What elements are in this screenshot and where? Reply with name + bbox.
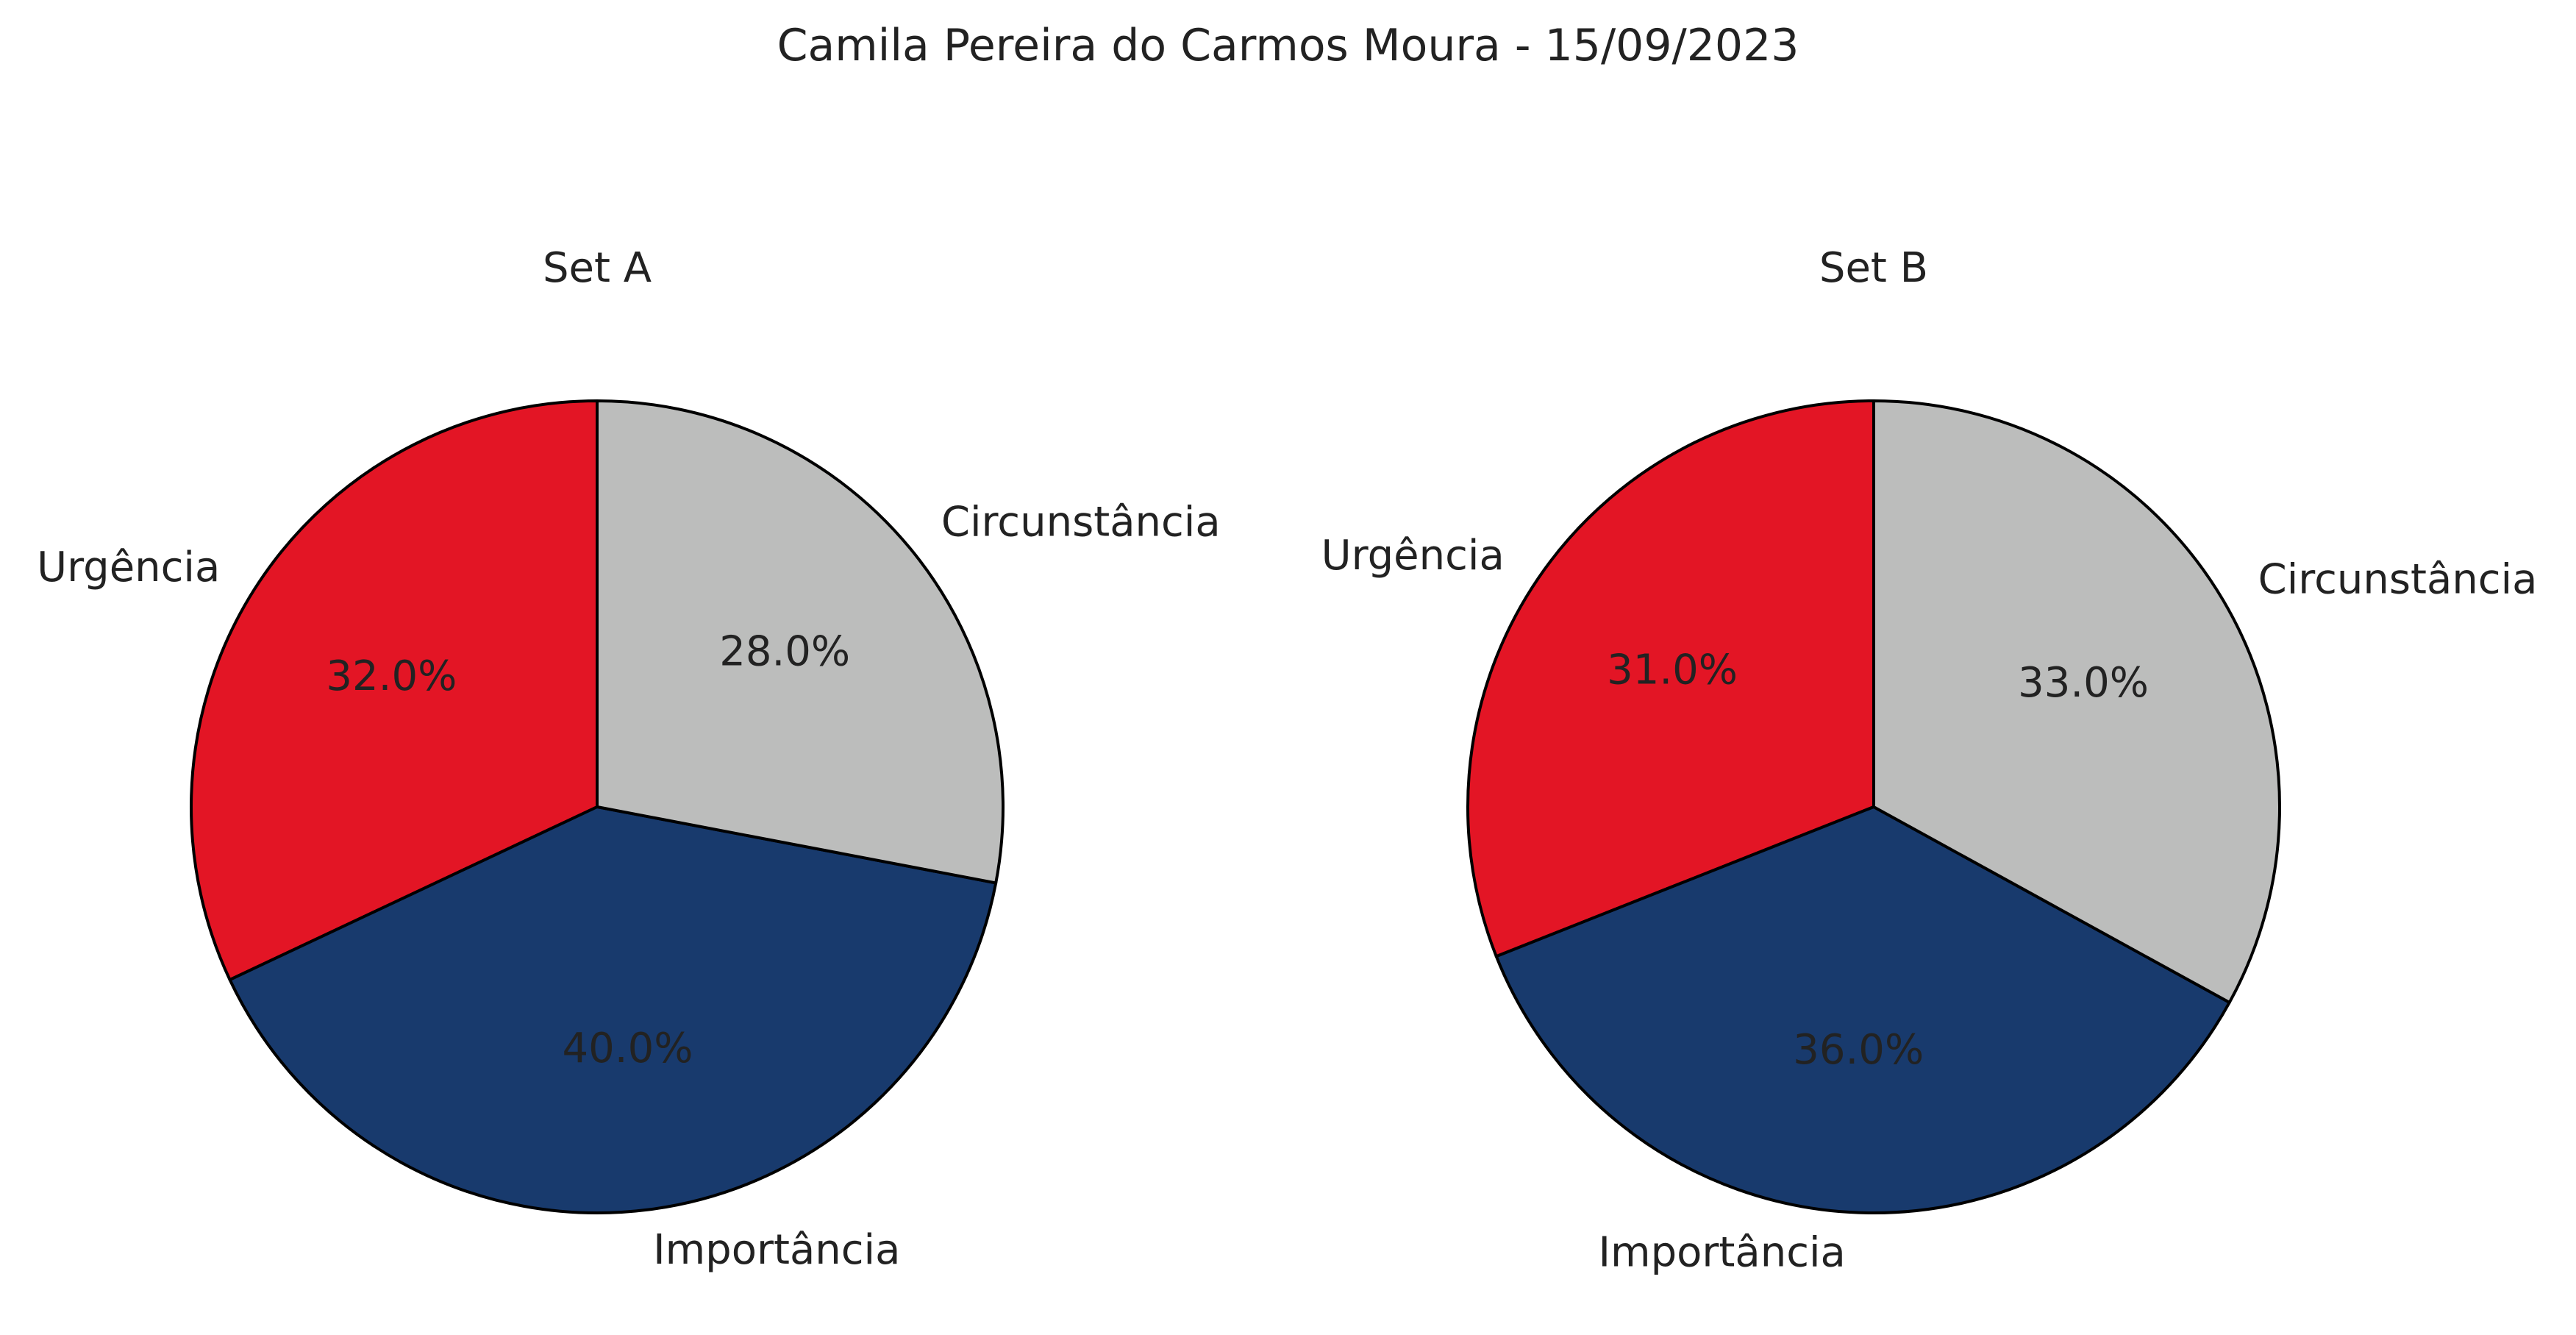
pie-set-b-title: Set B xyxy=(1819,244,1928,292)
pie-set-a-slice-circunstancia xyxy=(596,399,1005,885)
pie-set-a-label-urgencia: Urgência xyxy=(37,544,220,591)
pie-set-b-label-urgencia: Urgência xyxy=(1321,532,1505,580)
pie-set-a-slice-importancia xyxy=(228,805,998,1214)
pie-set-a-value-urgencia: 32.0% xyxy=(326,652,457,700)
pie-set-a-title: Set A xyxy=(543,244,652,292)
pie-set-b-slice-importancia xyxy=(1494,805,2231,1214)
pie-set-b-slice-urgencia xyxy=(1466,399,1875,958)
pie-set-a-slices xyxy=(190,399,1005,1214)
pie-set-a-labels: Urgência 32.0% Importância 40.0% Circunstânc… xyxy=(37,498,1221,1273)
pie-set-a-value-importancia: 40.0% xyxy=(563,1025,693,1072)
pie-set-b: Set B Urgência 31.0% Importância 36.0% Circu… xyxy=(1321,244,2538,1277)
pie-set-b-value-circunstancia: 33.0% xyxy=(2018,659,2149,707)
pie-set-b-slices xyxy=(1466,399,2281,1214)
pie-set-b-label-importancia: Importância xyxy=(1599,1229,1846,1277)
pie-set-a: Set A Urgência 32.0% Importância 40.0% Circu… xyxy=(37,244,1221,1274)
pie-set-b-value-importancia: 36.0% xyxy=(1793,1026,1924,1074)
pie-set-a-label-circunstancia: Circunstância xyxy=(941,498,1221,546)
pie-set-b-value-urgencia: 31.0% xyxy=(1607,646,1738,694)
figure-title: Camila Pereira do Carmos Moura - 15/09/2… xyxy=(777,20,1799,71)
pie-set-b-slice-circunstancia xyxy=(1872,399,2281,1004)
pie-set-b-labels: Urgência 31.0% Importância 36.0% Circunstânc… xyxy=(1321,532,2538,1276)
pie-set-a-value-circunstancia: 28.0% xyxy=(719,627,850,675)
pie-set-b-label-circunstancia: Circunstância xyxy=(2258,555,2538,603)
pie-set-a-slice-urgencia xyxy=(190,399,599,982)
pie-set-a-label-importancia: Importância xyxy=(653,1226,900,1274)
